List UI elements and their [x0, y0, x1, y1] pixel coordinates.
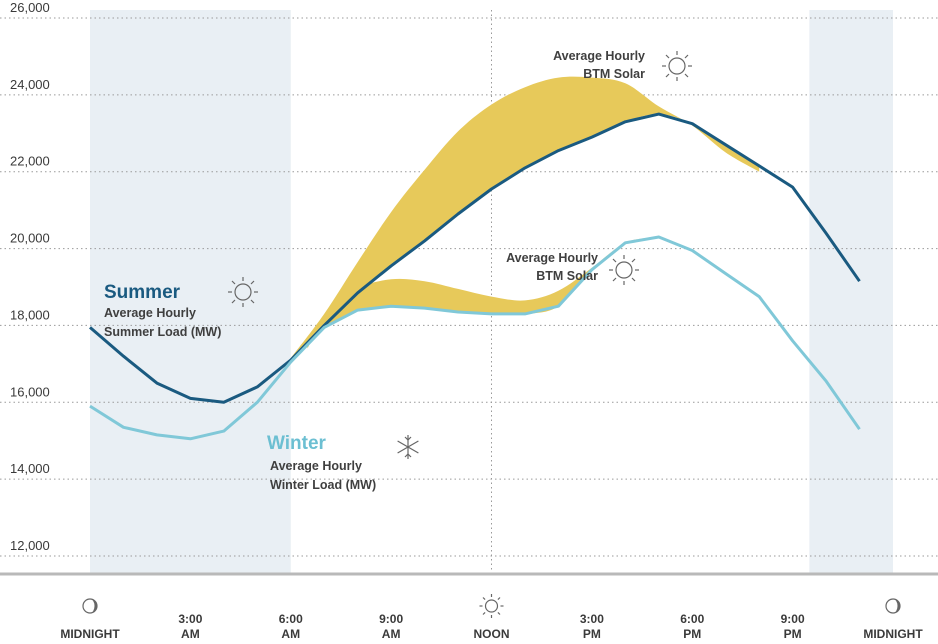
sun-icon: [228, 277, 258, 307]
sun-icon: [609, 255, 639, 285]
moon-icon: [82, 598, 98, 614]
sun-icon: [479, 594, 504, 618]
annotation-solar-winter: Average Hourly BTM Solar: [506, 251, 639, 285]
solar-band-layer: [290, 76, 760, 361]
y-tick-label: 14,000: [10, 461, 50, 476]
x-tick-label: AM: [281, 627, 300, 641]
x-tick-label: AM: [382, 627, 401, 641]
y-tick-label: 20,000: [10, 231, 50, 246]
winter-load-line: [89, 235, 861, 441]
x-tick-label: 6:00: [279, 612, 303, 626]
solar-top-line2: BTM Solar: [583, 67, 645, 81]
winter-line1: Average Hourly: [270, 459, 362, 473]
annotation-winter: Winter Average Hourly Winter Load (MW): [267, 433, 419, 492]
solar-band: [307, 237, 659, 349]
x-tick-label: MIDNIGHT: [863, 627, 923, 641]
x-tick-label: PM: [583, 627, 601, 641]
x-tick-label: PM: [683, 627, 701, 641]
x-tick-label: 6:00: [680, 612, 704, 626]
night-shade-band: [809, 10, 893, 574]
grid-layer: 12,000 14,000 16,000 18,000 20,000 22,000 24,0…: [0, 0, 938, 574]
y-tick-label: 16,000: [10, 384, 50, 399]
winter-line2: Winter Load (MW): [270, 478, 376, 492]
y-tick-label: 18,000: [10, 307, 50, 322]
x-tick-label: PM: [784, 627, 802, 641]
series-layer: [89, 112, 861, 441]
x-tick-label: 3:00: [580, 612, 604, 626]
x-tick-label: NOON: [474, 627, 510, 641]
annotation-summer: Summer Average Hourly Summer Load (MW): [104, 277, 258, 339]
summer-line2: Summer Load (MW): [104, 325, 221, 339]
annotation-solar-summer: Average Hourly BTM Solar: [553, 49, 692, 81]
summer-title: Summer: [104, 282, 181, 303]
x-tick-label: MIDNIGHT: [60, 627, 120, 641]
y-tick-label: 12,000: [10, 538, 50, 553]
x-tick-label: 9:00: [379, 612, 403, 626]
solar-band: [290, 76, 760, 361]
y-tick-label: 26,000: [10, 0, 50, 15]
y-tick-label: 22,000: [10, 154, 50, 169]
x-tick-label: 9:00: [781, 612, 805, 626]
summer-line1: Average Hourly: [104, 306, 196, 320]
x-tick-label: AM: [181, 627, 200, 641]
snowflake-icon: [397, 435, 419, 459]
x-tick-label: 3:00: [178, 612, 202, 626]
y-tick-label: 24,000: [10, 77, 50, 92]
summer-load-line: [89, 112, 861, 404]
solar-top-line1: Average Hourly: [553, 49, 645, 63]
sun-icon: [662, 51, 692, 81]
solar-mid-line2: BTM Solar: [536, 269, 598, 283]
solar-mid-line1: Average Hourly: [506, 251, 598, 265]
moon-icon: [885, 598, 901, 614]
winter-title: Winter: [267, 433, 327, 454]
